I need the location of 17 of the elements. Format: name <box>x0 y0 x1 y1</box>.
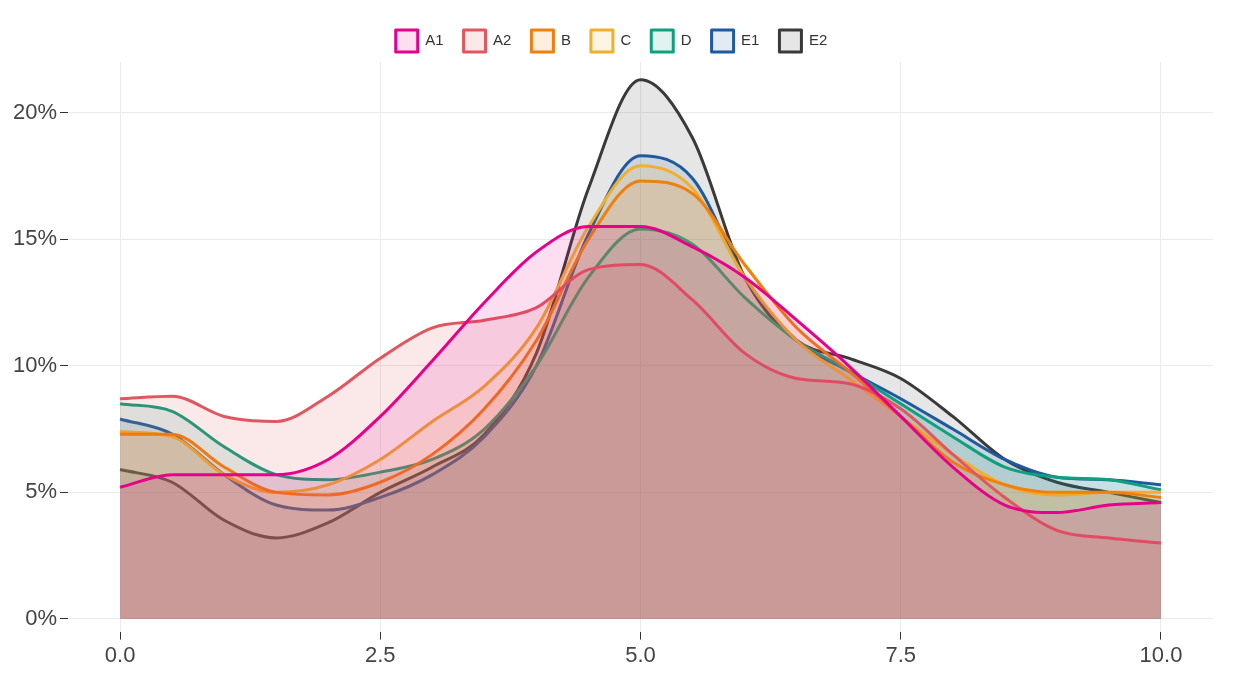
y-tick-label: 5% <box>25 478 58 504</box>
legend-label: B <box>560 31 571 49</box>
x-tick-label: 0.0 <box>104 641 136 667</box>
y-tick-label: 20% <box>12 98 58 124</box>
y-tick-label: 10% <box>12 351 58 377</box>
legend-label: A2 <box>493 31 512 49</box>
y-tick-label: 15% <box>12 225 58 251</box>
x-tick-label: 2.5 <box>365 641 396 667</box>
legend-label: D <box>680 31 692 49</box>
legend-label: E1 <box>741 31 760 49</box>
y-tick-label: 0% <box>25 605 58 630</box>
x-tick-label: 10.0 <box>1139 641 1183 667</box>
x-tick-label: 7.5 <box>885 641 917 667</box>
legend-label: A1 <box>425 31 444 49</box>
legend-label: E2 <box>808 31 828 49</box>
x-tick-label: 5.0 <box>625 641 656 667</box>
legend-label: C <box>620 31 632 49</box>
